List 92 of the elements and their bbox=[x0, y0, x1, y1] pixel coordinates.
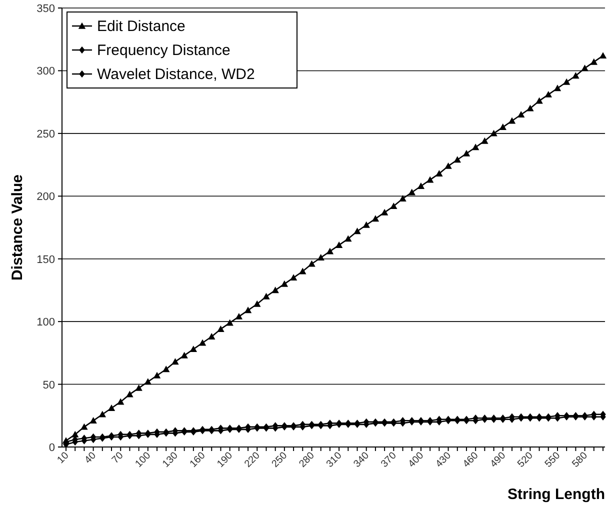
x-axis-title: String Length bbox=[508, 486, 605, 503]
legend-label: Frequency Distance bbox=[97, 42, 230, 59]
y-tick-label: 350 bbox=[36, 3, 55, 15]
x-tick-label: 280 bbox=[297, 450, 318, 470]
point bbox=[372, 215, 380, 222]
point bbox=[344, 235, 352, 242]
point bbox=[208, 333, 216, 340]
point bbox=[399, 195, 406, 202]
y-tick-label: 150 bbox=[36, 254, 55, 266]
x-tick-label: 580 bbox=[570, 450, 590, 470]
point bbox=[308, 260, 316, 267]
point bbox=[490, 130, 498, 136]
x-tick-label: 70 bbox=[110, 450, 126, 466]
y-tick-label: 250 bbox=[36, 128, 55, 140]
point bbox=[235, 312, 243, 320]
point bbox=[499, 124, 506, 130]
point bbox=[72, 430, 79, 438]
legend-label: Wavelet Distance, WD2 bbox=[97, 66, 255, 83]
point bbox=[262, 292, 270, 300]
point bbox=[599, 52, 607, 59]
point bbox=[290, 274, 298, 281]
point bbox=[326, 248, 334, 254]
point bbox=[90, 417, 97, 424]
point bbox=[354, 228, 361, 234]
point bbox=[299, 268, 306, 274]
point bbox=[80, 423, 88, 430]
point bbox=[417, 182, 425, 189]
point bbox=[272, 286, 279, 294]
x-tick-label: 40 bbox=[82, 450, 99, 466]
point bbox=[153, 372, 161, 378]
point bbox=[144, 378, 152, 385]
x-tick-label: 430 bbox=[434, 450, 454, 470]
point bbox=[536, 97, 543, 104]
point bbox=[198, 339, 206, 346]
point bbox=[590, 58, 598, 65]
point bbox=[98, 410, 106, 418]
point bbox=[280, 280, 288, 287]
point bbox=[117, 398, 124, 405]
x-tick-label: 220 bbox=[242, 450, 263, 470]
legend-label: Edit Distance bbox=[97, 18, 186, 35]
point bbox=[317, 254, 324, 260]
point bbox=[454, 156, 461, 163]
point bbox=[172, 358, 179, 365]
point bbox=[254, 300, 261, 307]
point bbox=[226, 319, 234, 326]
point bbox=[162, 366, 170, 372]
y-tick-label: 300 bbox=[36, 66, 55, 78]
x-tick-label: 370 bbox=[379, 450, 400, 470]
point bbox=[126, 390, 134, 398]
x-tick-label: 550 bbox=[543, 450, 563, 470]
x-tick-label: 310 bbox=[324, 450, 344, 470]
y-tick-label: 100 bbox=[36, 316, 55, 329]
point bbox=[380, 208, 388, 216]
point bbox=[517, 111, 525, 118]
point bbox=[390, 202, 398, 210]
point bbox=[562, 78, 570, 85]
x-tick-label: 160 bbox=[188, 450, 208, 470]
y-tick-label: 200 bbox=[36, 191, 55, 204]
point bbox=[581, 64, 588, 72]
x-tick-label: 340 bbox=[352, 450, 372, 470]
point bbox=[180, 352, 188, 358]
point bbox=[444, 162, 452, 169]
x-tick-label: 400 bbox=[406, 450, 426, 470]
point bbox=[554, 84, 562, 92]
x-tick-label: 10 bbox=[55, 450, 72, 466]
point bbox=[135, 384, 142, 391]
point bbox=[508, 117, 516, 124]
point bbox=[462, 150, 470, 156]
x-tick-label: 490 bbox=[488, 450, 508, 470]
point bbox=[190, 346, 198, 352]
x-tick-label: 520 bbox=[516, 450, 536, 470]
point bbox=[481, 137, 488, 144]
point bbox=[362, 221, 370, 228]
point bbox=[426, 176, 434, 183]
point bbox=[526, 104, 534, 112]
point bbox=[244, 306, 252, 314]
x-tick-label: 190 bbox=[215, 450, 236, 470]
x-tick-label: 250 bbox=[270, 450, 290, 470]
point bbox=[572, 72, 580, 79]
y-axis-title: Distance Value bbox=[9, 174, 26, 280]
x-tick-label: 460 bbox=[461, 450, 482, 470]
point bbox=[335, 241, 343, 248]
point bbox=[472, 144, 480, 150]
x-tick-label: 130 bbox=[160, 450, 181, 470]
x-tick-label: 100 bbox=[133, 450, 154, 470]
point bbox=[436, 170, 443, 176]
point bbox=[108, 404, 116, 411]
point bbox=[408, 188, 416, 196]
point bbox=[217, 325, 224, 332]
y-tick-label: 50 bbox=[42, 379, 55, 392]
point bbox=[544, 90, 552, 98]
y-tick-label: 0 bbox=[48, 442, 55, 454]
